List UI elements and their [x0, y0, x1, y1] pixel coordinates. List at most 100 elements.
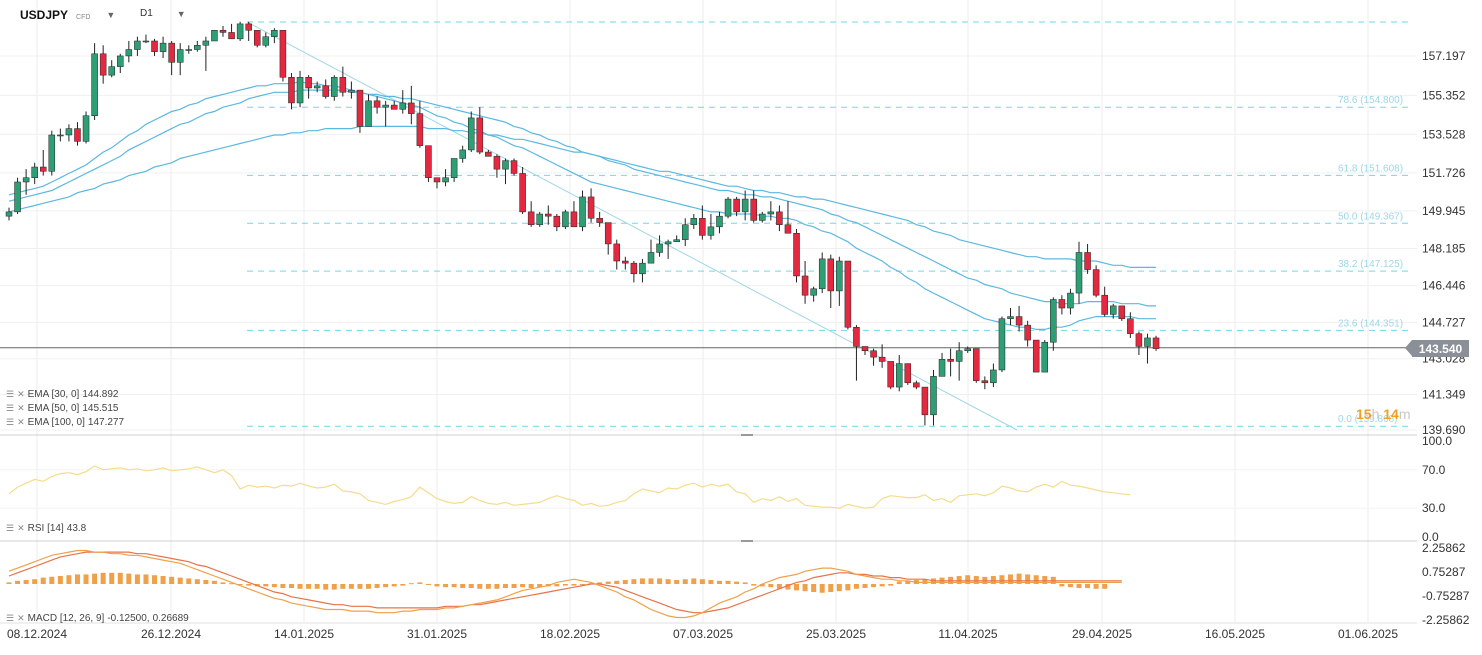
ema-30-line: [8, 80, 1156, 330]
candle-body: [536, 213, 543, 225]
macd-legend: ☰ ✕ MACD [12, 26, 9] -0.12500, 0.26689: [6, 613, 189, 624]
macd-histogram-bar: [802, 584, 808, 592]
candle-body: [690, 218, 698, 225]
menu-icon[interactable]: ☰: [6, 403, 15, 413]
candle-body: [313, 85, 321, 89]
macd-histogram-bar: [1093, 584, 1099, 589]
macd-value: 0.26689: [152, 613, 189, 624]
pane-resize-handle[interactable]: [741, 434, 753, 436]
macd-histogram-bar: [699, 579, 705, 584]
macd-histogram-bar: [100, 572, 106, 584]
pane-resize-handle[interactable]: [741, 540, 753, 542]
menu-icon[interactable]: ☰: [6, 613, 15, 623]
macd-histogram-bar: [597, 582, 603, 584]
candle-body: [425, 145, 432, 178]
candle-body: [322, 85, 329, 97]
candle-body: [741, 198, 749, 213]
macd-histogram-bar: [888, 584, 894, 586]
candle-body: [759, 213, 766, 221]
macd-histogram-bar: [186, 578, 192, 584]
macd-histogram-bar: [537, 584, 543, 588]
macd-histogram-bar: [1085, 584, 1091, 588]
macd-histogram-bar: [691, 578, 697, 584]
close-icon[interactable]: ✕: [17, 389, 25, 399]
ema-50-line: [8, 89, 1156, 307]
candle-body: [236, 23, 244, 40]
candle-body: [390, 104, 398, 110]
candle-countdown: 15h 14m: [1356, 406, 1411, 422]
countdown-hours: 15: [1356, 406, 1372, 422]
candle-body: [579, 196, 586, 228]
chevron-down-icon[interactable]: ▼: [176, 8, 186, 19]
menu-icon[interactable]: ☰: [6, 523, 15, 533]
candle-body: [553, 215, 561, 228]
candle-body: [827, 258, 835, 292]
ema-label: EMA [100, 0]: [27, 417, 85, 428]
menu-icon[interactable]: ☰: [6, 417, 15, 427]
rsi-tick-label: 70.0: [1422, 463, 1446, 477]
candle-body: [1058, 299, 1066, 309]
menu-icon[interactable]: ☰: [6, 389, 15, 399]
candle-body: [1101, 294, 1108, 315]
candle-body: [99, 53, 107, 76]
price-tick-label: 155.352: [1422, 88, 1466, 102]
macd-histogram-bar: [965, 575, 971, 584]
ema-50-legend: ☰ ✕ EMA [50, 0] 145.515: [6, 403, 118, 414]
candle-body: [861, 346, 869, 351]
macd-histogram-bar: [126, 573, 132, 584]
chevron-down-icon[interactable]: ▼: [106, 10, 116, 20]
macd-histogram-bar: [836, 584, 842, 592]
macd-histogram-bar: [177, 577, 183, 584]
candle-body: [955, 350, 963, 362]
fib-level-label: 23.6 (144.351): [1338, 318, 1403, 329]
rsi-tick-label: 100.0: [1422, 434, 1452, 448]
candle-body: [467, 117, 475, 151]
candle-body: [168, 42, 175, 63]
macd-histogram-bar: [229, 583, 235, 585]
candle-body: [1075, 252, 1083, 294]
candle-body: [998, 318, 1006, 371]
date-tick-label: 14.01.2025: [274, 627, 334, 641]
macd-histogram-bar: [348, 584, 354, 589]
candle-body: [348, 89, 355, 93]
candle-body: [707, 226, 715, 236]
macd-histogram-bar: [340, 584, 346, 589]
macd-tick-label: -0.75287: [1422, 589, 1470, 603]
candle-body: [733, 198, 740, 213]
close-icon[interactable]: ✕: [17, 523, 25, 533]
candle-body: [339, 77, 347, 93]
candle-body: [331, 77, 338, 97]
macd-histogram-bar: [751, 584, 757, 586]
close-icon[interactable]: ✕: [17, 403, 25, 413]
candle-body: [288, 77, 295, 104]
close-icon[interactable]: ✕: [17, 417, 25, 427]
candle-body: [562, 211, 569, 228]
candle-body: [91, 53, 98, 117]
countdown-hours-unit: h: [1371, 406, 1380, 422]
candle-body: [878, 356, 886, 362]
candle-body: [476, 117, 484, 153]
macd-histogram-bar: [657, 578, 663, 584]
symbol-selector[interactable]: USDJPY CFD ▼: [20, 8, 115, 22]
candle-body: [202, 40, 210, 46]
macd-histogram-bar: [92, 573, 98, 584]
rsi-label: RSI [14]: [27, 523, 64, 534]
rsi-legend: ☰ ✕ RSI [14] 43.8: [6, 523, 86, 534]
countdown-minutes: 14: [1383, 406, 1399, 422]
close-icon[interactable]: ✕: [17, 613, 25, 623]
fib-level-label: 61.8 (151.608): [1338, 163, 1403, 174]
date-tick-label: 08.12.2024: [7, 627, 67, 641]
candle-body: [194, 45, 201, 50]
macd-histogram-bar: [990, 576, 996, 584]
macd-histogram-bar: [417, 582, 423, 584]
candle-body: [767, 211, 775, 215]
candle-body: [519, 173, 526, 213]
candle-body: [82, 115, 90, 142]
candle-body: [151, 40, 158, 52]
candle-body: [211, 30, 218, 42]
candle-body: [5, 211, 13, 217]
timeframe-selector[interactable]: D1 ▼: [140, 8, 186, 19]
candle-body: [818, 258, 826, 290]
